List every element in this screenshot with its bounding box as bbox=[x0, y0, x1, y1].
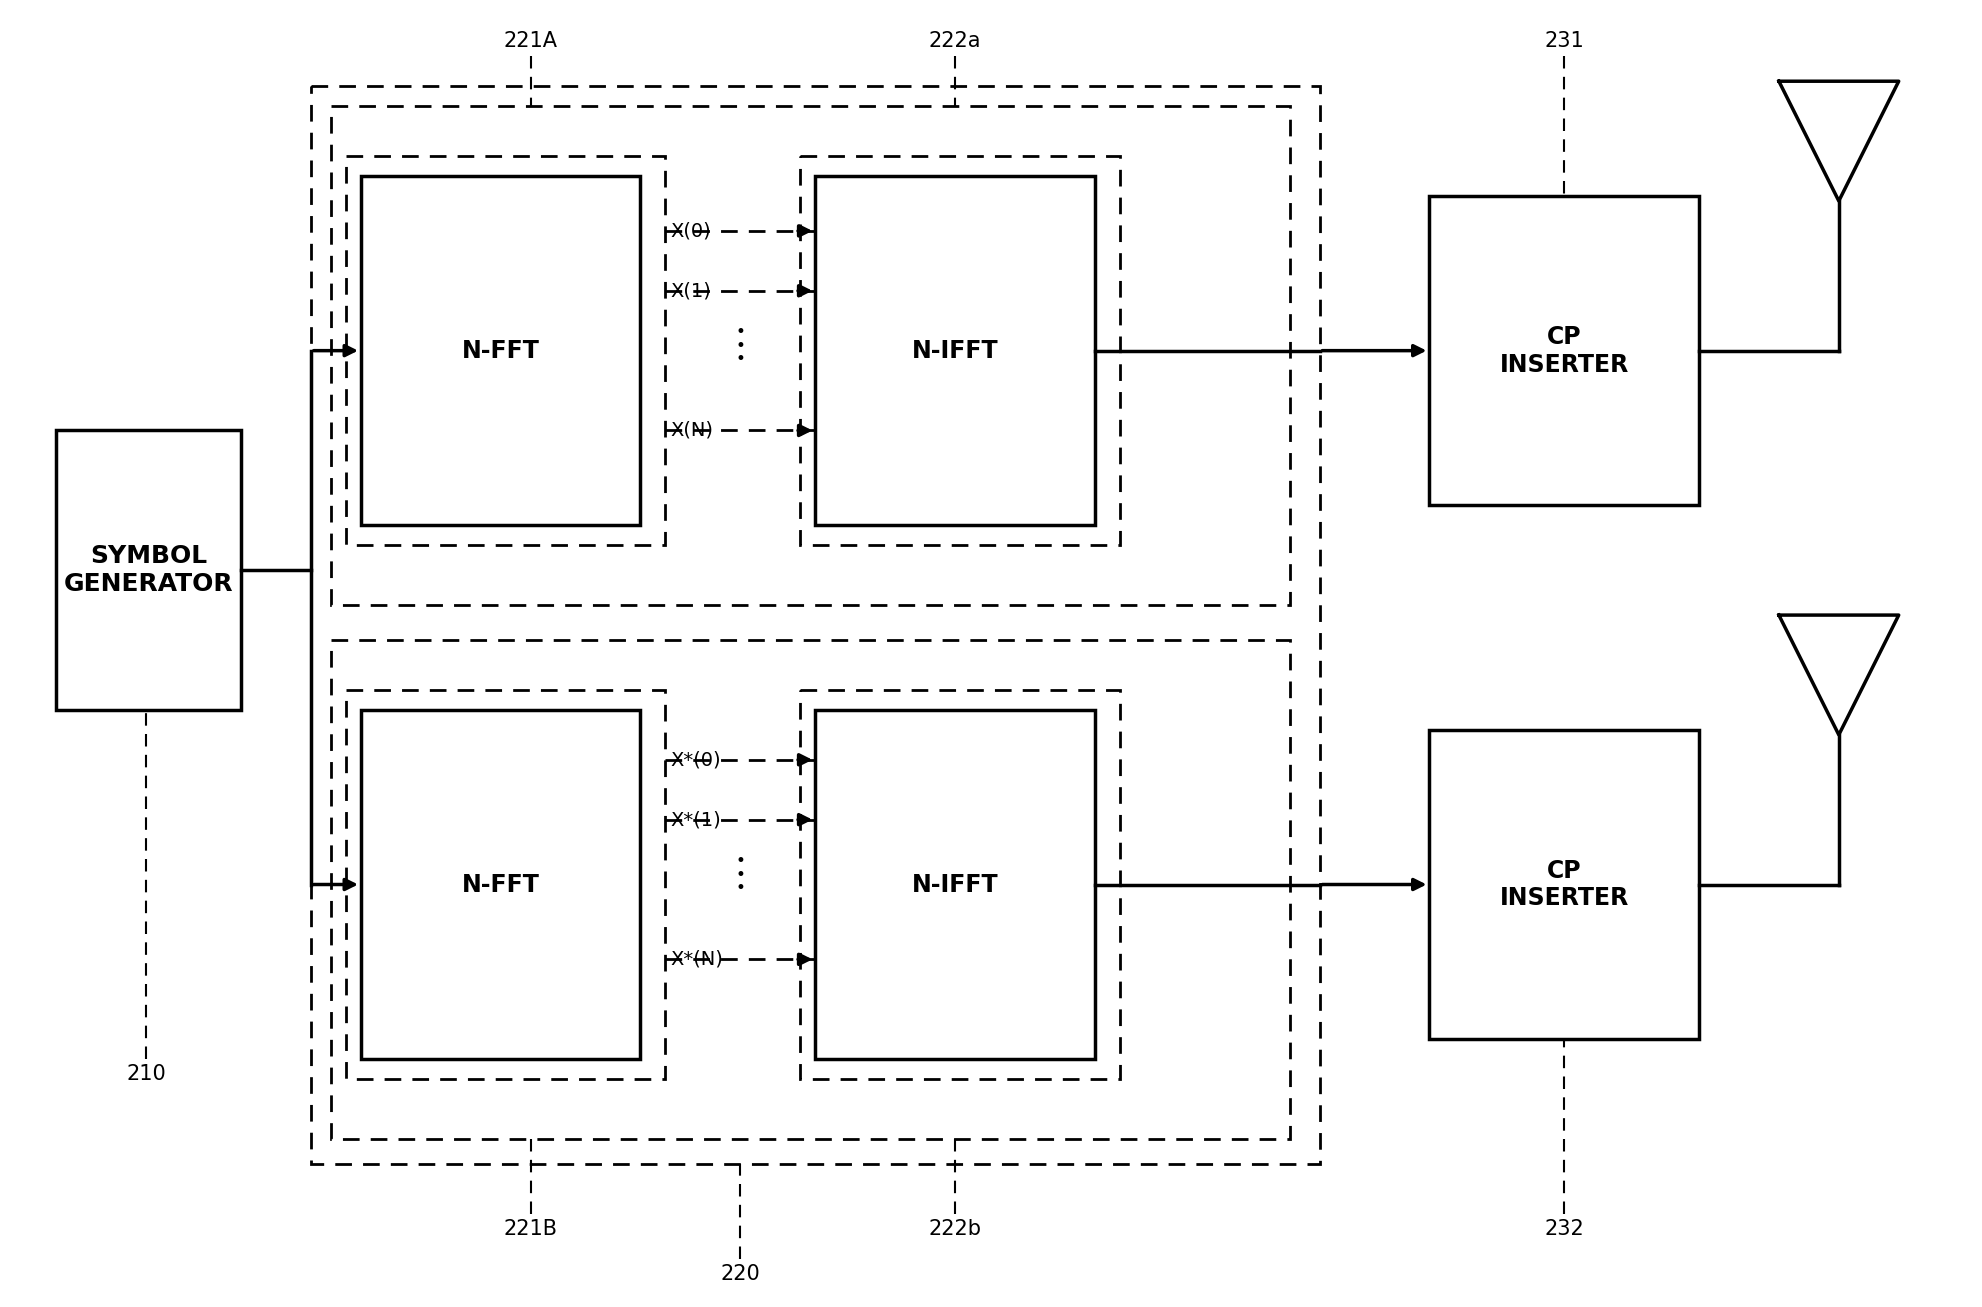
Bar bbox=[361, 710, 640, 1059]
Bar bbox=[361, 176, 640, 525]
Text: •
•
•: • • • bbox=[735, 852, 745, 898]
Text: X(1): X(1) bbox=[670, 281, 712, 301]
Text: X*(0): X*(0) bbox=[670, 750, 721, 770]
Text: X(0): X(0) bbox=[670, 221, 712, 240]
Text: 221A: 221A bbox=[503, 31, 557, 51]
Text: SYMBOL
GENERATOR: SYMBOL GENERATOR bbox=[63, 544, 234, 596]
Bar bbox=[331, 640, 1288, 1138]
Bar bbox=[801, 690, 1120, 1080]
Text: 231: 231 bbox=[1544, 31, 1584, 51]
Text: X(N): X(N) bbox=[670, 421, 714, 440]
Text: 221B: 221B bbox=[503, 1219, 557, 1239]
Text: 210: 210 bbox=[127, 1064, 166, 1084]
Text: CP
INSERTER: CP INSERTER bbox=[1498, 859, 1627, 911]
Bar bbox=[345, 156, 666, 545]
Bar bbox=[801, 156, 1120, 545]
Text: 232: 232 bbox=[1544, 1219, 1584, 1239]
Text: •
•
•: • • • bbox=[735, 323, 745, 369]
Text: N-IFFT: N-IFFT bbox=[912, 339, 997, 362]
Text: 222a: 222a bbox=[928, 31, 981, 51]
Bar bbox=[55, 430, 242, 710]
Bar bbox=[1429, 729, 1699, 1039]
Bar bbox=[345, 690, 666, 1080]
Text: CP
INSERTER: CP INSERTER bbox=[1498, 324, 1627, 376]
Text: N-FFT: N-FFT bbox=[462, 873, 539, 897]
Bar bbox=[331, 106, 1288, 605]
Text: X*(1): X*(1) bbox=[670, 810, 721, 829]
Bar bbox=[1429, 196, 1699, 506]
Bar bbox=[815, 176, 1094, 525]
Text: N-FFT: N-FFT bbox=[462, 339, 539, 362]
Text: 222b: 222b bbox=[928, 1219, 981, 1239]
Bar bbox=[311, 86, 1318, 1165]
Text: N-IFFT: N-IFFT bbox=[912, 873, 997, 897]
Bar bbox=[815, 710, 1094, 1059]
Text: X*(N): X*(N) bbox=[670, 950, 723, 968]
Text: 220: 220 bbox=[719, 1264, 759, 1283]
